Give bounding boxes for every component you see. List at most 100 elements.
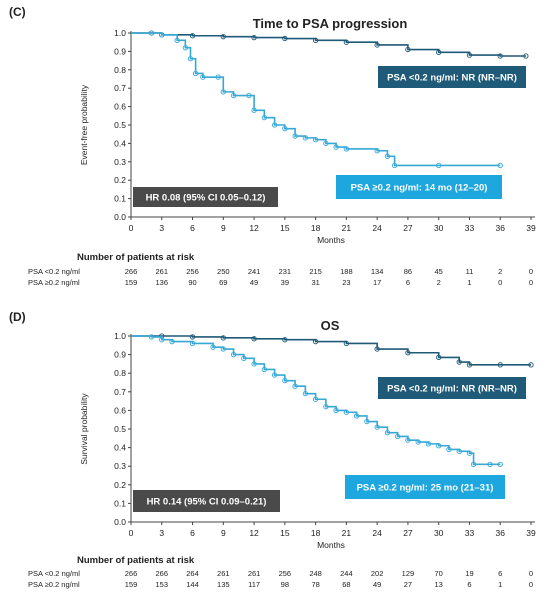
x-tick-label: 30 xyxy=(434,223,444,233)
km-chart-c: 0.00.10.20.30.40.50.60.70.80.91.00 3 6 9 12 1… xyxy=(79,28,536,287)
risk-count: 188 xyxy=(340,267,353,276)
censor-marker xyxy=(466,450,473,456)
x-tick-label: 15 xyxy=(280,223,290,233)
x-tick-label: 30 xyxy=(434,528,444,538)
censor-marker xyxy=(446,446,452,453)
censor-marker xyxy=(312,396,319,402)
censor-marker xyxy=(364,418,370,425)
censor-marker xyxy=(374,424,380,430)
risk-count: 39 xyxy=(281,278,289,287)
censor-marker xyxy=(271,122,278,128)
censor-marker xyxy=(159,32,165,38)
risk-count: 241 xyxy=(248,267,261,276)
censor-marker xyxy=(187,56,194,62)
risk-count: 0 xyxy=(529,569,533,578)
y-tick-label: 1.0 xyxy=(114,331,126,341)
censor-marker xyxy=(159,337,165,343)
censor-marker xyxy=(282,377,288,384)
censor-marker xyxy=(246,92,252,99)
censor-marker xyxy=(220,34,226,40)
censor-marker xyxy=(312,137,319,143)
panel-label: (C) xyxy=(9,5,26,19)
panel-d: (D) OS 0.0 0.1 0.2 0.3 0.4 0.5 0.6 0.7 0.8 0.9 1.0… xyxy=(0,300,554,598)
x-tick-label: 3 xyxy=(159,223,164,233)
risk-count: 261 xyxy=(217,569,230,578)
risk-row-label: PSA <0.2 ng/ml xyxy=(28,267,80,276)
risk-table-title: Number of patients at risk xyxy=(77,252,195,263)
x-tick-label: 6 xyxy=(190,223,195,233)
x-tick-label: 39 xyxy=(526,528,536,538)
censor-marker xyxy=(251,34,257,41)
risk-count: 6 xyxy=(467,580,471,589)
x-tick-label: 6 xyxy=(190,528,195,538)
censor-marker xyxy=(148,30,155,36)
x-axis-label: Months xyxy=(317,540,345,550)
x-tick-label: 33 xyxy=(465,223,475,233)
risk-count: 1 xyxy=(498,580,502,589)
y-tick-label: 0.8 xyxy=(114,65,126,75)
censor-marker xyxy=(189,33,196,39)
psa-low-box-label: PSA <0.2 ng/ml: NR (NR–NR) xyxy=(387,384,517,395)
censor-marker xyxy=(523,53,529,59)
risk-count: 264 xyxy=(186,569,199,578)
y-tick-label: 0.7 xyxy=(114,83,126,93)
hr-box: HR 0.08 (95% CI 0.05–0.12) xyxy=(133,187,278,207)
risk-count: 23 xyxy=(342,278,350,287)
censor-marker xyxy=(220,89,226,95)
censor-marker xyxy=(282,337,288,343)
censor-marker xyxy=(405,46,411,53)
censor-marker xyxy=(251,107,257,113)
risk-count: 90 xyxy=(188,278,196,287)
censor-marker xyxy=(312,338,319,345)
y-tick-label: 0.6 xyxy=(114,405,126,415)
censor-marker xyxy=(292,133,298,139)
risk-row-label: PSA ≥0.2 ng/ml xyxy=(28,278,80,287)
risk-count: 266 xyxy=(125,267,138,276)
censor-marker xyxy=(261,366,267,373)
censor-marker xyxy=(456,448,462,454)
y-tick-label: 0.5 xyxy=(114,424,126,434)
censor-marker xyxy=(374,148,380,154)
y-tick-label: 0.9 xyxy=(114,350,126,360)
censor-marker xyxy=(271,372,278,378)
censor-marker xyxy=(374,42,380,48)
y-tick-label: 0.9 xyxy=(114,46,126,56)
risk-count: 0 xyxy=(529,580,533,589)
censor-marker xyxy=(497,53,503,59)
risk-count: 68 xyxy=(342,580,350,589)
hr-box-bg xyxy=(133,490,280,512)
km-curve-low xyxy=(131,335,531,366)
psa-low-box-label: PSA <0.2 ng/ml: NR (NR–NR) xyxy=(387,73,517,84)
y-tick-label: 0.6 xyxy=(114,102,126,112)
risk-count: 153 xyxy=(156,580,169,589)
censor-marker xyxy=(436,49,442,55)
x-tick-label: 21 xyxy=(342,223,352,233)
x-tick-label: 18 xyxy=(311,528,321,538)
y-tick-label: 1.0 xyxy=(114,28,126,38)
risk-count: 69 xyxy=(219,278,227,287)
x-tick-label: 3 xyxy=(159,528,164,538)
hr-box-bg xyxy=(133,187,278,207)
hr-box-label: HR 0.14 (95% CI 0.09–0.21) xyxy=(147,497,267,508)
censor-marker xyxy=(374,346,380,352)
x-tick-label: 9 xyxy=(221,223,226,233)
hr-box-label: HR 0.08 (95% CI 0.05–0.12) xyxy=(146,193,266,204)
psa-low-box: PSA <0.2 ng/ml: NR (NR–NR) xyxy=(378,66,526,88)
censor-marker xyxy=(343,39,350,45)
y-tick-label: 0.0 xyxy=(114,212,126,222)
x-tick-label: 9 xyxy=(221,528,226,538)
censor-marker xyxy=(210,344,216,350)
censor-marker xyxy=(323,404,329,410)
censor-marker xyxy=(353,413,360,419)
risk-row-label: PSA ≥0.2 ng/ml xyxy=(28,580,80,589)
risk-count: 45 xyxy=(435,267,443,276)
risk-count: 261 xyxy=(156,267,169,276)
risk-count: 2 xyxy=(498,267,502,276)
x-tick-label: 36 xyxy=(495,223,505,233)
y-tick-label: 0.4 xyxy=(114,138,126,148)
risk-row-low: PSA <0.2 ng/ml xyxy=(0,569,554,579)
psa-low-box: PSA <0.2 ng/ml: NR (NR–NR) xyxy=(378,377,526,399)
censor-marker xyxy=(497,362,503,368)
x-tick-label: 0 xyxy=(129,223,134,233)
km-chart-d: 0.00.10.20.30.40.50.60.70.80.91.00 3 6 9 12 1… xyxy=(79,331,536,589)
